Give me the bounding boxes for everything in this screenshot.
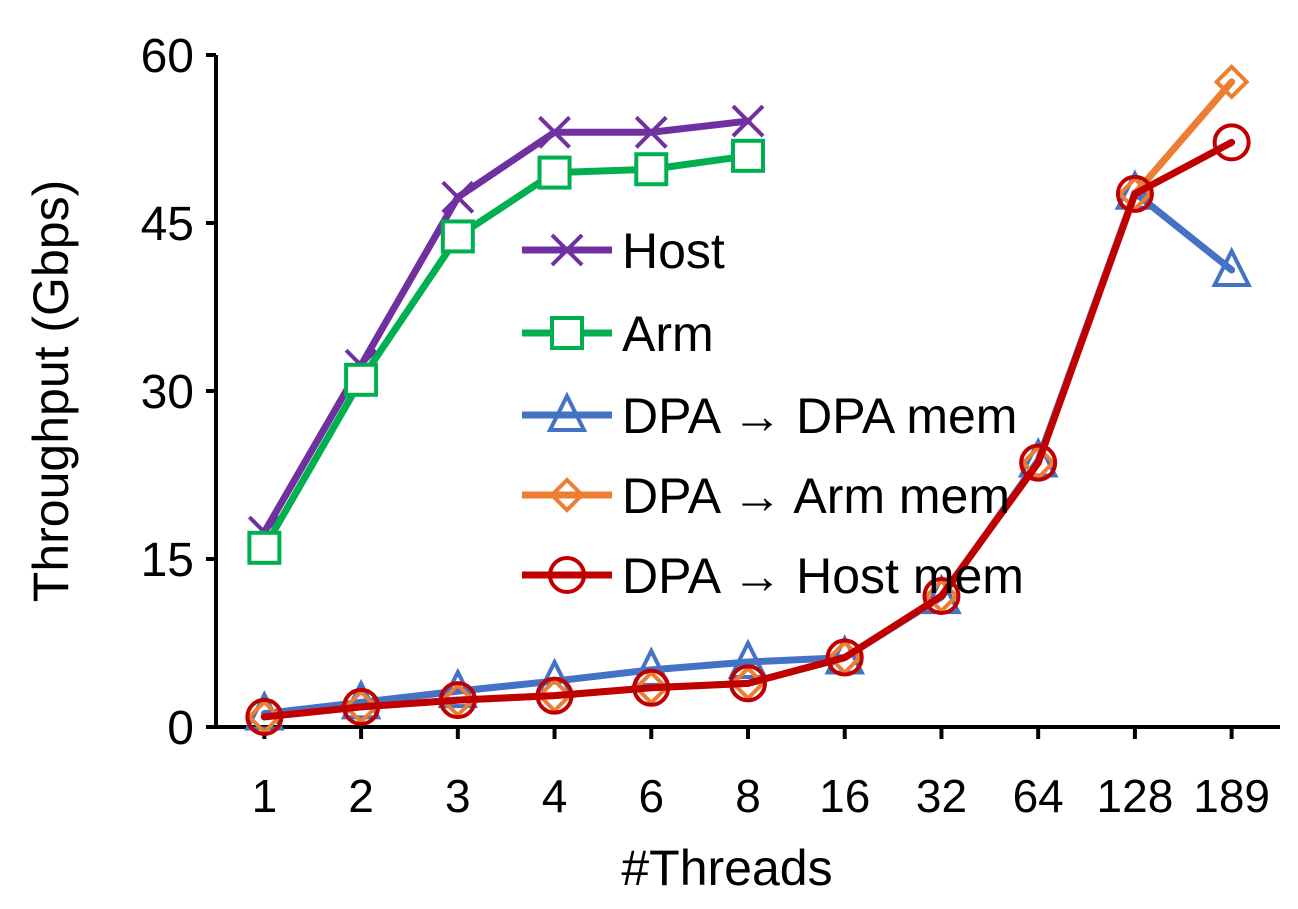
data-point-marker <box>727 638 769 680</box>
legend-label: DPA → Arm mem <box>622 468 1010 524</box>
y-tick-label: 45 <box>141 198 194 251</box>
data-point-marker <box>634 152 669 187</box>
y-axis-label: Throughput (Gbps) <box>23 180 79 602</box>
y-tick-label: 15 <box>141 534 194 587</box>
data-point-marker <box>632 668 671 707</box>
y-tick-label: 0 <box>167 702 194 755</box>
legend-label: DPA → DPA mem <box>622 388 1017 444</box>
x-tick-label: 128 <box>1097 770 1174 822</box>
data-point-marker <box>247 530 282 565</box>
legend-marker <box>550 233 584 267</box>
x-tick-label: 32 <box>916 770 967 822</box>
y-tick-label: 60 <box>141 30 194 83</box>
data-point-marker <box>441 180 475 214</box>
legend-marker <box>549 477 585 513</box>
legend-item: DPA → Host mem <box>522 548 1024 604</box>
legend-marker <box>546 391 588 432</box>
series-line <box>260 138 1236 721</box>
x-tick-label: 16 <box>819 770 870 822</box>
legend-label: DPA → Host mem <box>622 548 1024 604</box>
data-point-marker <box>437 667 479 709</box>
data-point-marker <box>634 115 668 149</box>
data-point-marker <box>537 155 572 190</box>
data-point-marker <box>344 362 379 397</box>
legend-item: Host <box>522 223 725 279</box>
x-tick-label: 189 <box>1193 770 1270 822</box>
data-point-marker <box>1213 64 1250 100</box>
data-point-marker <box>1211 246 1252 288</box>
y-tick-label: 30 <box>141 366 194 419</box>
data-point-marker <box>1212 123 1251 162</box>
legend-item: DPA → Arm mem <box>522 468 1010 524</box>
data-point-marker <box>535 676 574 715</box>
x-tick-label: 4 <box>542 770 568 822</box>
series-line <box>260 189 1236 718</box>
legend-marker <box>548 556 586 594</box>
data-point-marker <box>731 104 765 138</box>
legend-label: Host <box>622 223 725 279</box>
series-4 <box>245 123 1251 736</box>
data-point-marker <box>1115 174 1154 213</box>
series-2 <box>244 169 1252 731</box>
data-point-marker <box>440 219 475 254</box>
data-point-marker <box>825 638 864 677</box>
x-tick-label: 6 <box>638 770 664 822</box>
legend-label: Arm <box>622 306 714 362</box>
data-point-marker <box>538 115 571 149</box>
x-tick-label: 64 <box>1013 770 1064 822</box>
legend-item: DPA → DPA mem <box>522 388 1017 444</box>
legend: Host Arm DPA → DPA mem DPA → Arm mem DPA → H… <box>522 223 1024 604</box>
legend-marker <box>550 316 584 350</box>
data-point-marker <box>731 138 765 173</box>
x-tick-label: 1 <box>252 770 278 822</box>
legend-item: Arm <box>522 306 714 362</box>
data-point-marker <box>342 687 381 726</box>
data-point-marker <box>1019 443 1058 482</box>
axes: 0 15 30 45 60 1 2 3 4 6 8 16 32 64 128 189 <box>141 30 1280 822</box>
series-1 <box>247 138 765 565</box>
x-axis-label: #Threads <box>621 840 832 896</box>
data-point-marker <box>729 664 767 703</box>
series-layer <box>244 64 1252 736</box>
data-point-marker <box>922 576 961 615</box>
x-tick-label: 8 <box>735 770 761 822</box>
x-tick-label: 2 <box>348 770 374 822</box>
data-point-marker <box>438 681 477 720</box>
data-point-marker <box>245 697 284 736</box>
x-tick-label: 3 <box>445 770 471 822</box>
